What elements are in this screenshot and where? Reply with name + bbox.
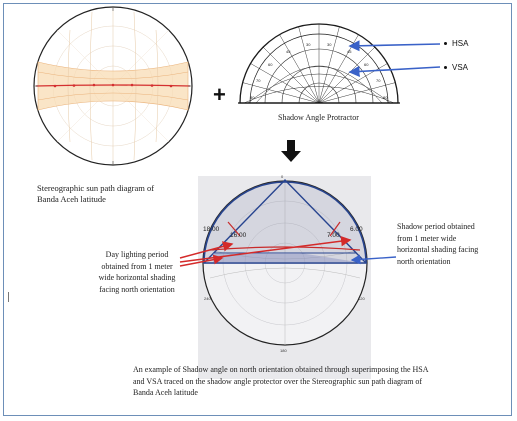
shadow-angle-protractor: 80 70 60 45 30 30 45 60 70 80 (238, 23, 441, 104)
daylight-annotation: Day lighting period obtained from 1 mete… (98, 250, 176, 294)
svg-text:0: 0 (281, 174, 284, 179)
svg-text:180: 180 (280, 348, 287, 353)
svg-text:30: 30 (306, 42, 311, 47)
down-arrow (281, 140, 301, 162)
bullet-icon (444, 66, 447, 70)
bottom-caption: An example of Shadow angle on north orie… (133, 365, 429, 397)
svg-text:120: 120 (358, 296, 365, 301)
sunpath-caption: Stereographic sun path diagram of Banda … (37, 183, 155, 204)
time-label-6: 6.00 (350, 226, 363, 233)
svg-text:80: 80 (383, 95, 388, 100)
sunpath-diagram (33, 6, 193, 166)
time-label-16: 16.00 (230, 232, 247, 239)
svg-text:60: 60 (268, 62, 273, 67)
protractor-caption: Shadow Angle Protractor (278, 113, 359, 122)
svg-text:60: 60 (364, 62, 369, 67)
svg-text:80: 80 (250, 95, 255, 100)
time-label-7: 7.00 (327, 232, 340, 239)
vsa-label: VSA (444, 63, 468, 72)
hsa-label: HSA (444, 39, 468, 48)
svg-text:70: 70 (256, 78, 261, 83)
figure-frame (3, 3, 512, 416)
superimposed-diagram: 240 120 0 180 (198, 174, 371, 379)
svg-text:30: 30 (327, 42, 332, 47)
shadow-annotation: Shadow period obtained from 1 meter wide… (397, 222, 479, 266)
text-cursor (8, 292, 9, 302)
svg-text:45: 45 (286, 49, 291, 54)
svg-text:70: 70 (376, 78, 381, 83)
time-label-18: 18.00 (203, 226, 220, 233)
svg-text:240: 240 (204, 296, 211, 301)
plus-operator: + (213, 82, 226, 107)
svg-text:45: 45 (347, 49, 352, 54)
bullet-icon (444, 42, 447, 46)
